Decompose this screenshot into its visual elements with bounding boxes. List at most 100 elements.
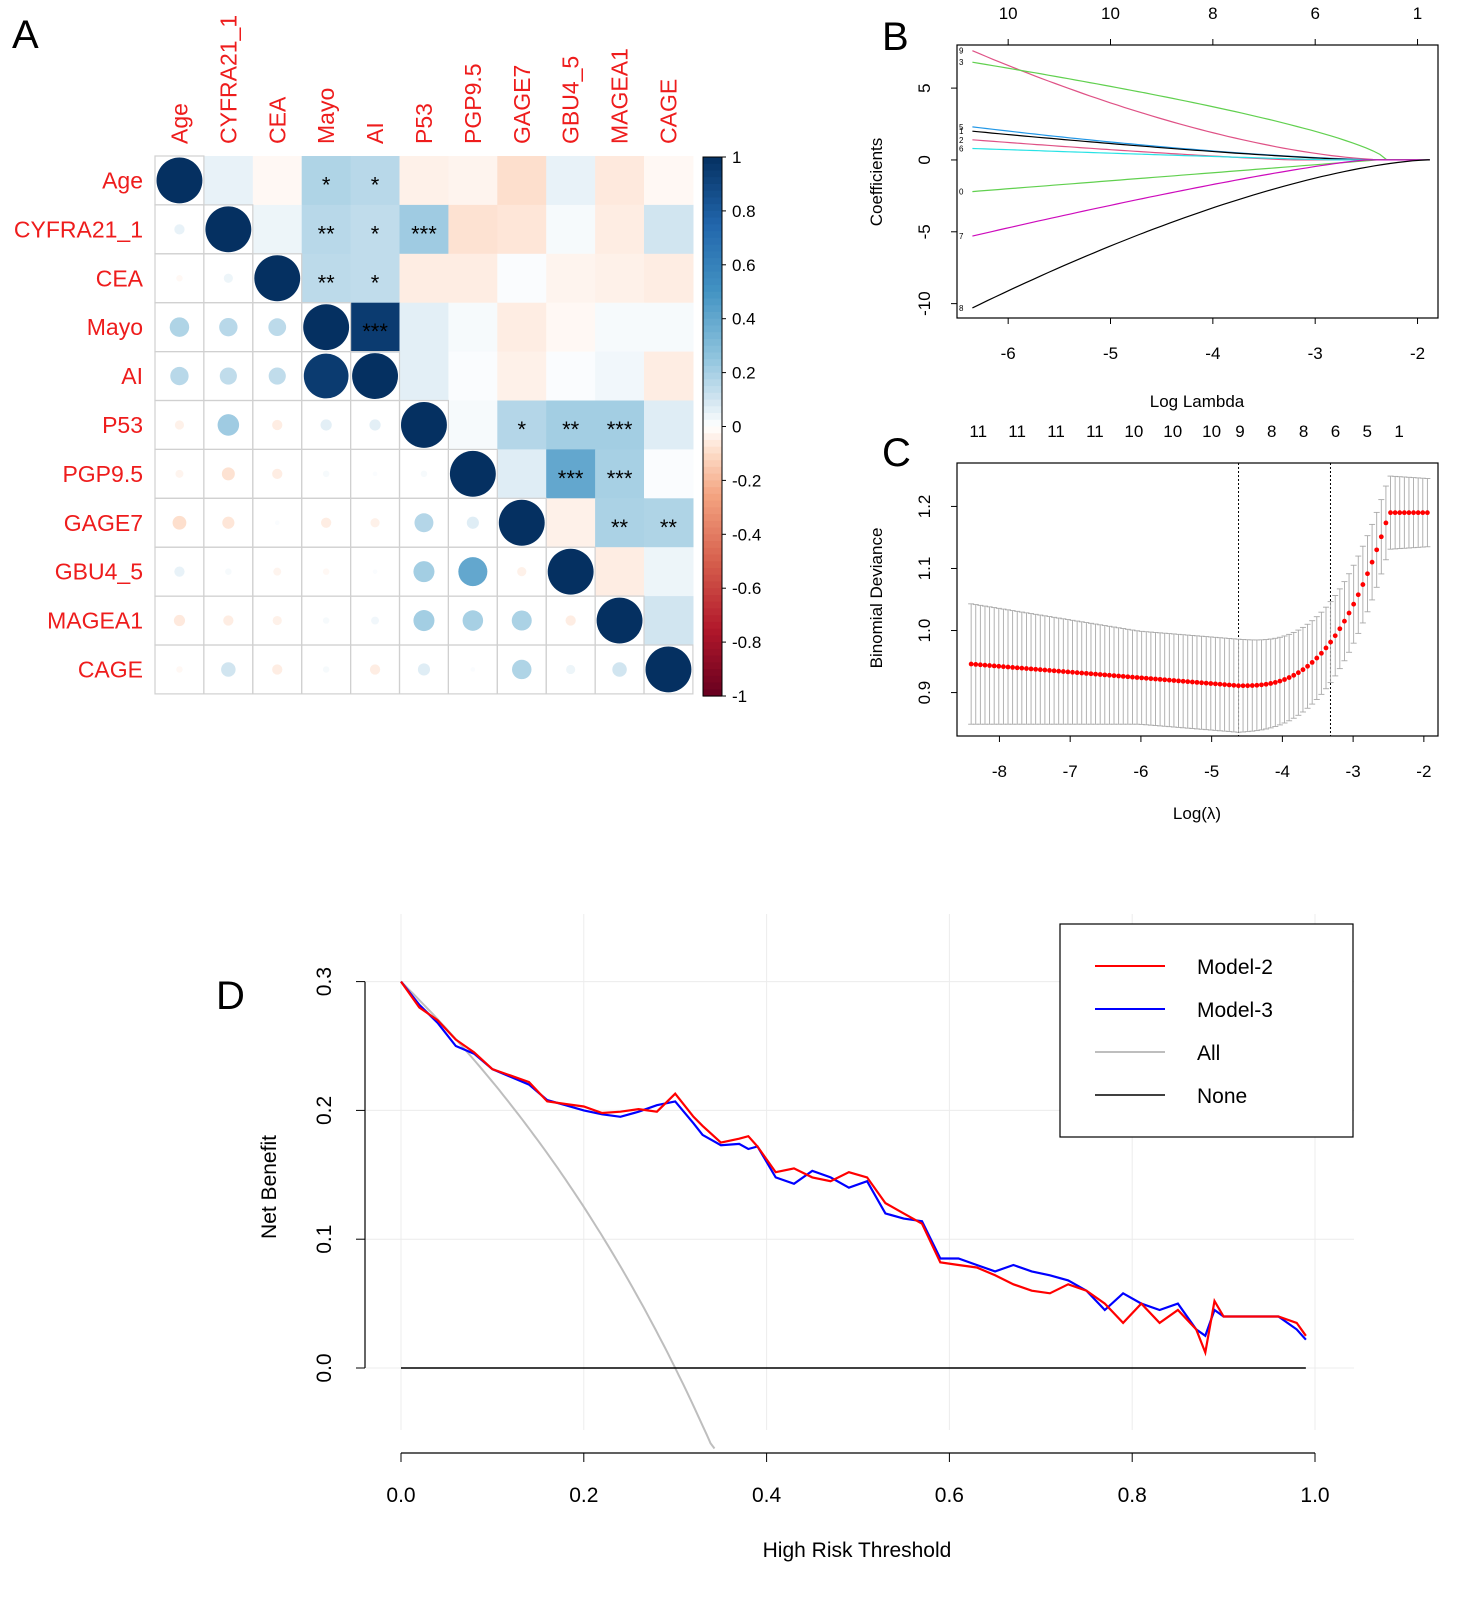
row-label: GBU4_5	[55, 559, 143, 585]
colorbar-segment	[703, 682, 722, 690]
corr-circle	[174, 420, 185, 430]
corr-circle	[565, 615, 576, 626]
significance-mark: **	[318, 221, 336, 246]
b-x-tick-label: -6	[1001, 344, 1016, 363]
c-point	[1318, 650, 1324, 656]
c-ticks: -8 -7 -6 -5 -4 -3 -2 0.9 1.0 1.1 1.2 11 11 11 11 10 10 10…	[915, 422, 1431, 781]
coef-path	[972, 159, 1430, 309]
corr-circle	[170, 366, 189, 386]
corr-circle	[417, 663, 431, 676]
d-x-tick-label: 1.0	[1300, 1484, 1329, 1507]
c-point	[1157, 676, 1163, 682]
corr-cell	[301, 204, 352, 255]
colorbar-segment	[703, 460, 722, 468]
series-model-2	[400, 980, 1307, 1357]
corr-cell	[497, 253, 547, 304]
col-label: Age	[166, 103, 192, 144]
c-point	[1134, 675, 1140, 680]
col-label: PGP9.5	[460, 63, 486, 144]
corr-circle	[612, 662, 627, 677]
colorbar-segment	[703, 271, 722, 279]
c-point	[1300, 667, 1306, 673]
colorbar-segment	[703, 413, 722, 421]
corr-circle	[176, 275, 183, 282]
significance-mark: **	[660, 515, 678, 540]
row-label: CEA	[96, 265, 144, 291]
c-point	[1268, 681, 1274, 686]
c-point	[1162, 677, 1168, 683]
colorbar-segment	[703, 365, 722, 374]
colorbar-segment	[703, 480, 722, 488]
coef-path-label: 2	[959, 136, 964, 145]
colorbar-segment	[703, 224, 722, 232]
colorbar-segment	[703, 237, 722, 246]
colorbar-segment	[703, 675, 722, 684]
colorbar-tick-label: -0.4	[732, 525, 761, 544]
corr-cell	[399, 302, 449, 353]
row-label: GAGE7	[64, 510, 143, 536]
corr-cells	[203, 156, 694, 646]
colorbar-segment	[703, 446, 722, 455]
corr-circle	[322, 568, 330, 575]
colorbar-segment	[703, 500, 722, 508]
c-point	[1305, 663, 1310, 669]
c-x-tick-label: -4	[1275, 762, 1290, 781]
c-point	[987, 663, 992, 668]
c-point	[1295, 670, 1301, 676]
colorbar-segment	[703, 170, 722, 178]
corr-cell	[595, 449, 645, 499]
c-point	[1171, 678, 1177, 683]
y-axis-label-c: Binomial Deviance	[867, 528, 886, 669]
corr-circle	[273, 567, 282, 576]
coef-path	[972, 159, 1430, 193]
c-point	[1116, 673, 1122, 679]
c-point	[1217, 681, 1223, 687]
colorbar-segment	[703, 285, 722, 293]
c-point	[1277, 678, 1283, 684]
colorbar-tick-label: 0	[732, 418, 741, 437]
corr-row-labels: Age CYFRA21_1 CEA Mayo AI P53 PGP9.5 GAGE7 GBU4_…	[14, 167, 144, 682]
corr-cell	[595, 547, 645, 597]
c-point	[1056, 668, 1062, 674]
colorbar-segment	[703, 648, 722, 657]
c-point	[1097, 672, 1103, 677]
colorbar-segment	[703, 359, 722, 367]
panel-letter-c: C	[882, 431, 911, 475]
corr-circle	[645, 646, 692, 693]
c-point	[996, 663, 1002, 669]
coefficient-path-plot: Coefficients Log Lambda -6 -5 -4 -3 -2 -10 -5 0…	[867, 4, 1439, 411]
c-point	[1047, 667, 1052, 673]
c-x-tick-label: -3	[1346, 762, 1361, 781]
corr-cell	[644, 302, 694, 353]
corr-circle	[172, 515, 187, 530]
corr-circle	[272, 419, 283, 431]
colorbar-tick-label: -1	[732, 687, 747, 706]
c-point	[1369, 559, 1375, 565]
colorbar-segment	[703, 332, 722, 340]
corr-circle	[272, 615, 282, 626]
significance-mark: **	[611, 515, 629, 540]
c-point	[1388, 510, 1393, 516]
c-top-tick-label: 9	[1235, 422, 1244, 441]
significance-mark: *	[371, 270, 380, 295]
corr-cell	[595, 400, 645, 450]
corr-circle	[303, 304, 350, 351]
c-point	[1254, 682, 1260, 688]
coef-path-label: 5	[959, 123, 964, 132]
colorbar-tick-label: 0.6	[732, 256, 756, 275]
col-label: GBU4_5	[558, 56, 584, 144]
corr-cell	[595, 498, 645, 548]
c-point	[1342, 618, 1347, 624]
c-point	[1033, 666, 1039, 672]
corr-circle	[352, 353, 398, 399]
c-top-tick-label: 5	[1363, 422, 1372, 441]
corr-circle	[169, 317, 190, 337]
corr-cell	[301, 156, 352, 206]
corr-circle	[322, 617, 330, 624]
significance-mark: ***	[411, 221, 437, 246]
colorbar-segment	[703, 493, 722, 502]
b-y-tick-label: 5	[915, 83, 934, 92]
plot-frame-c	[956, 462, 1439, 737]
colorbar-segment	[703, 541, 722, 549]
corr-cell	[497, 449, 547, 499]
